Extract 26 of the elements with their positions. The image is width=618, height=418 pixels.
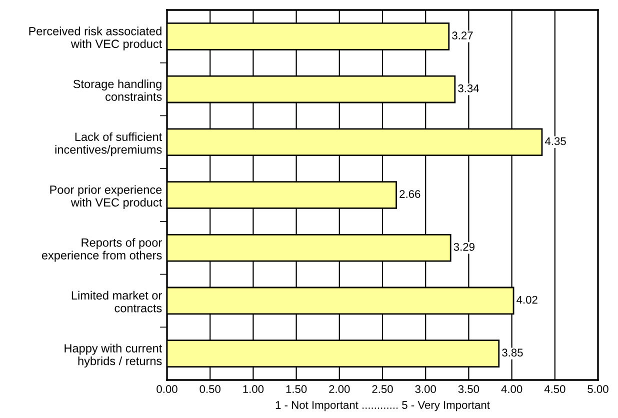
- y-tick-label: Lack of sufficient incentives/premiums: [55, 132, 162, 156]
- x-tick-label: 2.50: [372, 385, 393, 394]
- y-tick-label: Perceived risk associated with VEC product: [29, 26, 162, 50]
- x-tick-label: 1.50: [286, 385, 307, 394]
- x-tick-label: 3.00: [415, 385, 436, 394]
- x-tick-label: 1.00: [243, 385, 264, 394]
- x-tick-label: 4.00: [501, 385, 522, 394]
- x-tick-label: 0.00: [156, 385, 178, 394]
- data-label: 4.02: [516, 296, 538, 304]
- x-tick-label: 0.50: [200, 385, 220, 394]
- data-label: 3.85: [502, 348, 523, 357]
- y-tick-label: Happy with current hybrids / returns: [64, 344, 162, 368]
- data-label: 4.35: [545, 137, 566, 146]
- x-tick-label: 5.00: [588, 385, 608, 394]
- data-label: 2.66: [400, 190, 420, 198]
- data-label: 3.29: [454, 242, 474, 251]
- y-tick-label: Storage handling constraints: [73, 80, 162, 101]
- y-tick-label: Limited market or contracts: [72, 290, 162, 312]
- x-tick-label: 4.50: [544, 385, 566, 394]
- data-label: 3.27: [452, 32, 473, 40]
- data-label: 3.34: [458, 84, 479, 92]
- y-tick-label: Reports of poor experience from others: [42, 238, 162, 262]
- y-tick-label: Poor prior experience with VEC product: [50, 185, 162, 209]
- x-tick-label: 3.50: [458, 385, 480, 394]
- x-tick-label: 2.00: [329, 385, 350, 394]
- x-axis-title: 1 - Not Important ............ 5 - Very Important: [276, 401, 490, 412]
